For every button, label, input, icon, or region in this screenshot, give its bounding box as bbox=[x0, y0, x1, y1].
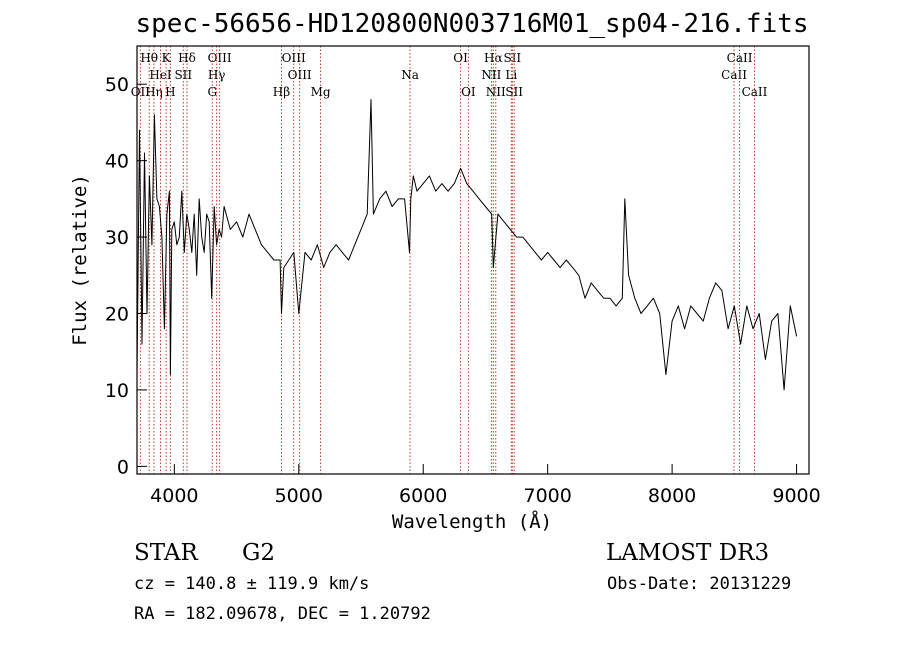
spectral-subclass: G2 bbox=[242, 540, 275, 566]
chart-title: spec-56656-HD120800N003716M01_sp04-216.f… bbox=[135, 9, 808, 39]
line-marker-label: NII bbox=[486, 85, 506, 99]
line-marker-label: SII bbox=[505, 85, 523, 99]
line-marker-label: Hθ bbox=[140, 51, 158, 65]
line-marker-label: Hδ bbox=[178, 51, 196, 65]
y-tick-label: 50 bbox=[105, 74, 129, 96]
x-axis-label: Wavelength (Å) bbox=[392, 510, 552, 533]
line-marker-label: OII bbox=[131, 85, 151, 99]
line-marker-label: CaII bbox=[721, 68, 747, 82]
line-marker-label: Mg bbox=[311, 85, 331, 99]
y-axis-ticks: 0 10 20 30 40 50 bbox=[105, 74, 147, 478]
x-axis-ticks: 4000 5000 6000 7000 8000 9000 bbox=[150, 464, 821, 507]
line-marker-label: K bbox=[162, 51, 172, 65]
x-tick-label: 4000 bbox=[150, 485, 198, 507]
line-marker-label: Hα bbox=[484, 51, 503, 65]
spectrum-series bbox=[136, 99, 798, 391]
y-axis-label: Flux (relative) bbox=[69, 174, 91, 346]
line-marker-label: Hγ bbox=[208, 68, 226, 82]
line-marker-label: OI bbox=[461, 85, 476, 99]
line-marker-label: OIII bbox=[282, 51, 306, 65]
line-marker-label: Hη bbox=[145, 85, 163, 99]
line-marker-label: OIII bbox=[288, 68, 312, 82]
y-tick-label: 40 bbox=[105, 151, 129, 173]
y-tick-label: 0 bbox=[117, 456, 129, 478]
line-marker-label: Na bbox=[401, 68, 419, 82]
x-tick-label: 5000 bbox=[275, 485, 323, 507]
survey-name: LAMOST DR3 bbox=[606, 540, 769, 566]
object-type: STAR bbox=[134, 540, 198, 566]
y-tick-label: 10 bbox=[105, 380, 129, 402]
line-marker-label: SII bbox=[174, 68, 192, 82]
spectrum-line bbox=[136, 99, 798, 391]
x-tick-label: 9000 bbox=[772, 485, 820, 507]
line-marker-label: Hβ bbox=[273, 85, 290, 99]
y-tick-label: 30 bbox=[105, 227, 129, 249]
y-tick-label: 20 bbox=[105, 304, 129, 326]
observation-date: Obs-Date: 20131229 bbox=[607, 574, 791, 594]
x-tick-label: 6000 bbox=[399, 485, 447, 507]
line-marker-label: H bbox=[165, 85, 175, 99]
plot-frame bbox=[136, 45, 810, 475]
line-marker-label: Li bbox=[505, 68, 517, 82]
line-marker-label: HeI bbox=[149, 68, 172, 82]
line-marker-label: G bbox=[207, 85, 217, 99]
line-marker-label: OI bbox=[453, 51, 468, 65]
redshift-velocity: cz = 140.8 ± 119.9 km/s bbox=[134, 574, 369, 594]
x-tick-label: 7000 bbox=[523, 485, 571, 507]
line-marker-label: CaII bbox=[742, 85, 768, 99]
x-tick-label: 8000 bbox=[648, 485, 696, 507]
line-marker-label: OIII bbox=[208, 51, 232, 65]
line-marker-label: SII bbox=[503, 51, 521, 65]
line-marker-label: CaII bbox=[727, 51, 753, 65]
line-marker-label: NII bbox=[481, 68, 501, 82]
coordinates: RA = 182.09678, DEC = 1.20792 bbox=[134, 604, 431, 624]
